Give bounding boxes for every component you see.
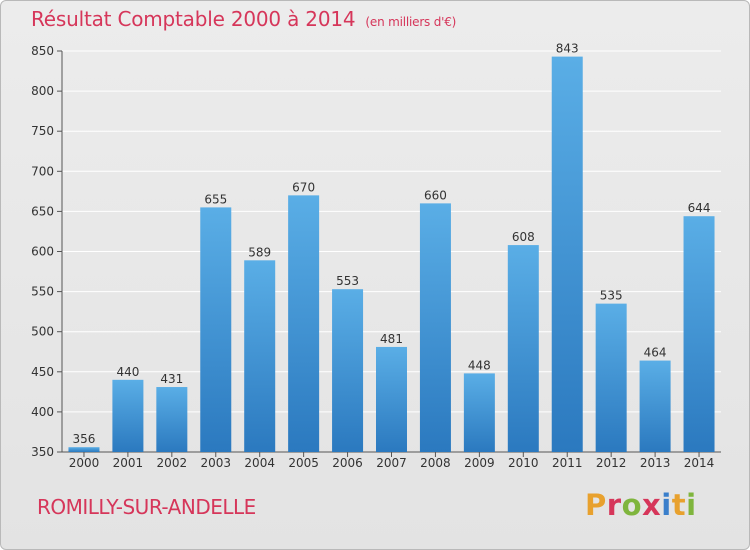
y-tick-label: 800 — [31, 84, 54, 98]
data-label: 356 — [73, 432, 96, 446]
data-label: 440 — [116, 365, 139, 379]
logo-letter: o — [621, 488, 643, 522]
logo-letter: i — [686, 488, 697, 522]
x-tick-label: 2010 — [508, 456, 539, 470]
logo-letter: x — [642, 488, 662, 522]
y-tick-label: 650 — [31, 204, 54, 218]
bar — [463, 373, 495, 452]
bar — [244, 260, 276, 452]
data-label: 660 — [424, 188, 447, 202]
bar — [419, 203, 451, 452]
bar — [200, 207, 232, 452]
x-tick-label: 2009 — [464, 456, 495, 470]
y-tick-label: 550 — [31, 285, 54, 299]
y-tick-label: 600 — [31, 245, 54, 259]
bar — [332, 289, 364, 452]
data-label: 644 — [688, 201, 711, 215]
chart-subtitle: (en milliers d'€) — [365, 15, 457, 29]
y-tick-label: 450 — [31, 365, 54, 379]
x-tick-label: 2011 — [552, 456, 583, 470]
bar — [156, 387, 188, 452]
data-label: 431 — [160, 372, 183, 386]
x-axis: 2000 2001 2002 2003 2004 2005 2006 2007 2008 2009… — [69, 452, 715, 470]
bar — [288, 195, 320, 453]
data-label: 448 — [468, 358, 491, 372]
x-tick-label: 2005 — [288, 456, 319, 470]
bar — [595, 303, 627, 452]
bar — [551, 56, 583, 452]
x-tick-label: 2002 — [157, 456, 188, 470]
chart-title: Résultat Comptable 2000 à 2014 (en millie… — [31, 7, 456, 31]
x-tick-label: 2008 — [420, 456, 451, 470]
x-tick-label: 2013 — [640, 456, 671, 470]
data-label: 464 — [644, 346, 667, 360]
bar — [683, 216, 715, 452]
bar — [376, 346, 407, 452]
x-tick-label: 2006 — [332, 456, 363, 470]
data-label: 535 — [600, 289, 623, 303]
proxiti-logo[interactable]: Proxiti — [585, 488, 697, 522]
logo-letter: i — [661, 488, 672, 522]
y-tick-label: 350 — [31, 445, 54, 459]
logo-letter: r — [606, 488, 622, 522]
data-label: 843 — [556, 42, 579, 56]
x-tick-label: 2004 — [244, 456, 275, 470]
data-label: 553 — [336, 274, 359, 288]
y-tick-label: 700 — [31, 164, 54, 178]
data-label: 589 — [248, 245, 271, 259]
bar — [112, 379, 144, 452]
logo-letter: P — [585, 488, 607, 522]
y-tick-label: 750 — [31, 124, 54, 138]
data-label: 481 — [380, 332, 403, 346]
bar — [507, 245, 539, 452]
y-tick-label: 850 — [31, 44, 54, 58]
x-tick-label: 2007 — [376, 456, 407, 470]
data-label: 655 — [204, 192, 227, 206]
x-tick-label: 2012 — [596, 456, 627, 470]
x-tick-label: 2001 — [113, 456, 144, 470]
data-labels: 356 440 431 655 589 670 553 481 660 448 608 843 535 4… — [73, 42, 711, 447]
x-tick-label: 2014 — [684, 456, 715, 470]
data-label: 670 — [292, 180, 315, 194]
x-tick-label: 2003 — [200, 456, 231, 470]
logo-letter: t — [671, 488, 687, 522]
y-tick-label: 500 — [31, 325, 54, 339]
chart-title-text: Résultat Comptable 2000 à 2014 — [31, 7, 356, 31]
bar — [639, 360, 671, 452]
x-tick-label: 2000 — [69, 456, 100, 470]
town-name: ROMILLY-SUR-ANDELLE — [37, 495, 256, 519]
y-tick-label: 400 — [31, 405, 54, 419]
data-label: 608 — [512, 230, 535, 244]
bars — [68, 56, 715, 453]
bar — [68, 447, 100, 452]
